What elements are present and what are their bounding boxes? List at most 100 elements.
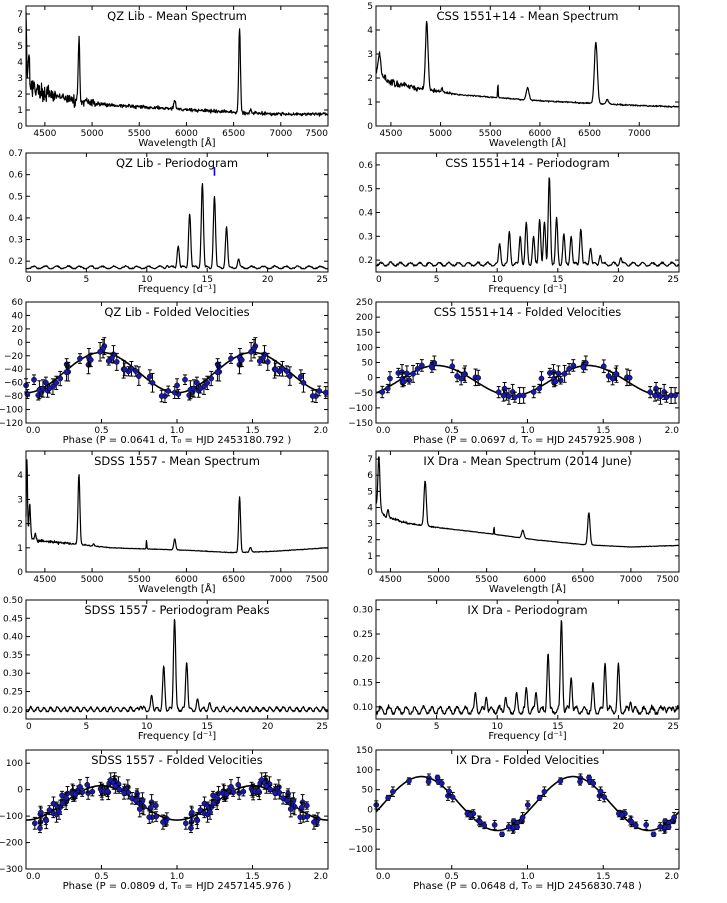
chart-panel-p11: 0.0 0.5 1.0 1.5 2.0 −300 −200 −100 0 100 SDSS 1557… [0, 749, 329, 892]
x-tick-label: 0 [376, 722, 382, 732]
y-tick-label: 20 [12, 325, 24, 335]
velocity-point [188, 825, 194, 832]
velocity-point [297, 814, 304, 821]
velocity-point [530, 389, 537, 395]
y-tick-label: 3 [367, 50, 373, 60]
y-tick-label: 0.2 [359, 256, 373, 266]
y-tick-label: 2 [367, 536, 373, 546]
chart-panel-p2: 4500 5000 5500 6000 6500 7000 0 1 2 3 4 5 CSS 1551+1… [367, 2, 680, 149]
velocity-point [286, 373, 293, 379]
y-tick-label: 100 [356, 766, 373, 776]
x-tick-label: 5000 [81, 575, 104, 585]
x-tick-label: 0 [26, 722, 32, 732]
y-tick-label: 0.4 [359, 209, 374, 219]
velocity-point [481, 822, 488, 829]
velocity-point [385, 795, 391, 801]
x-tick-label: 6000 [523, 575, 546, 585]
velocity-point [31, 820, 38, 827]
velocity-point [506, 393, 512, 400]
y-tick-label: 150 [356, 328, 373, 338]
y-tick-label: 0.10 [353, 703, 373, 713]
velocity-point [132, 368, 139, 374]
y-tick-label: 3 [17, 74, 23, 84]
velocity-point [59, 800, 66, 807]
velocity-point [628, 819, 635, 825]
y-tick-label: 5 [17, 42, 23, 52]
velocity-point [204, 380, 211, 386]
x-tick-label: 0 [26, 275, 32, 285]
x-tick-label: 4500 [33, 129, 56, 139]
y-tick-label: 60 [12, 298, 24, 308]
velocity-point [152, 802, 159, 809]
velocity-point [77, 355, 83, 362]
velocity-point [475, 374, 482, 381]
x-tick-label: 7000 [269, 575, 292, 585]
velocity-point [555, 370, 562, 377]
axes-frame [25, 5, 329, 127]
velocity-point [309, 393, 316, 399]
velocity-point [612, 371, 619, 378]
velocity-point [384, 385, 391, 392]
velocity-point [536, 795, 543, 801]
velocity-point [146, 814, 153, 821]
velocity-point [609, 375, 616, 382]
chart-title: CSS 1551+14 - Periodogram [445, 156, 609, 170]
x-tick-label: 4500 [379, 129, 402, 139]
x-tick-label: 5000 [429, 129, 452, 139]
velocity-point [303, 802, 310, 809]
x-tick-label: 7500 [656, 575, 679, 585]
y-tick-label: 1 [367, 98, 373, 108]
velocity-point [72, 791, 79, 798]
velocity-point [283, 368, 290, 374]
velocity-point [240, 788, 247, 795]
velocity-point [255, 788, 262, 795]
y-tick-label: 2 [367, 74, 373, 84]
velocity-point [189, 809, 195, 816]
velocity-point [264, 359, 271, 365]
chart-panel-p4: 0 5 10 15 20 25 0.2 0.3 0.4 0.5 0.6 CSS 1551+14 - P… [359, 152, 680, 295]
spectrum-trace [375, 20, 680, 109]
velocity-point [158, 393, 165, 399]
x-tick-label: 10 [491, 275, 503, 285]
velocity-point [590, 780, 597, 787]
velocity-point [601, 794, 608, 800]
x-tick-label: 1.0 [520, 872, 535, 882]
velocity-point [671, 814, 677, 821]
chart-panel-p7: 4500 5000 5500 6000 6500 7000 7500 0 1 2 3 4 SDSS 15… [17, 450, 329, 595]
chart-title: IX Dra - Mean Spectrum (2014 June) [423, 454, 631, 468]
x-tick-label: 5 [84, 275, 90, 285]
x-tick-label: 10 [141, 722, 153, 732]
velocity-point [524, 802, 531, 808]
velocity-point [165, 388, 172, 394]
velocity-point [272, 790, 278, 796]
y-tick-label: −100 [0, 812, 23, 822]
velocity-point [500, 392, 507, 399]
y-tick-label: 4 [367, 503, 373, 513]
y-tick-label: −60 [4, 379, 23, 389]
x-tick-label: 6500 [222, 129, 245, 139]
velocity-point [77, 783, 83, 790]
x-axis-label: Wavelength [Å] [489, 136, 566, 149]
velocity-point [121, 790, 127, 796]
y-tick-label: −50 [354, 825, 373, 835]
chart-panel-p9: 0 5 10 15 20 25 0.20 0.25 0.30 0.35 0.40 0.45 0.50 SD… [3, 596, 329, 742]
x-axis-label: Wavelength [Å] [138, 136, 215, 149]
velocity-point [597, 788, 604, 795]
x-tick-label: 0.5 [445, 872, 459, 882]
velocity-point [54, 803, 60, 809]
velocity-point [657, 393, 664, 400]
y-tick-label: −120 [0, 419, 23, 429]
y-tick-label: 5 [367, 2, 373, 12]
x-tick-label: 1.5 [596, 426, 610, 436]
x-tick-label: 25 [317, 275, 328, 285]
x-axis-label: Phase (P = 0.0648 d, T₀ = HJD 2456830.74… [413, 881, 642, 892]
x-tick-label: 5500 [475, 575, 498, 585]
y-tick-label: 0.3 [9, 236, 23, 246]
x-tick-label: 6500 [222, 575, 245, 585]
y-tick-label: −200 [0, 839, 23, 849]
velocity-point [514, 824, 520, 830]
velocity-point [287, 806, 294, 812]
y-tick-label: 0.20 [353, 654, 373, 664]
y-tick-label: 0 [17, 568, 23, 578]
